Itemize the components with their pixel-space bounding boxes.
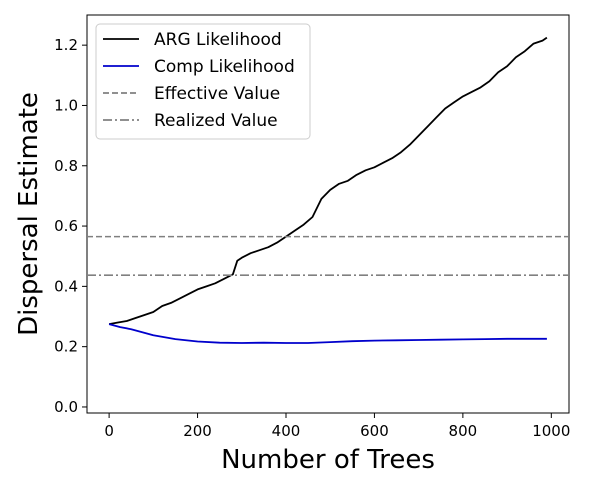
y-tick-label: 0.8 (54, 157, 78, 175)
y-tick-label: 0.4 (54, 277, 78, 295)
legend-label-comp-likelihood: Comp Likelihood (154, 57, 295, 77)
y-tick-label: 0.2 (54, 338, 78, 356)
legend-label-effective-value: Effective Value (154, 84, 280, 104)
plot-area-frame (86, 14, 570, 414)
x-tick-label: 200 (183, 422, 212, 440)
x-tick-label: 1000 (532, 422, 570, 440)
x-tick-label: 400 (272, 422, 301, 440)
x-tick-label: 800 (449, 422, 478, 440)
legend-label-realized-value: Realized Value (154, 111, 278, 131)
comp-likelihood-line (108, 323, 547, 344)
arg-likelihood-line (108, 36, 548, 325)
x-tick-label: 0 (104, 422, 114, 440)
series-layer (87, 36, 569, 344)
x-axis-ticks: 0 200 400 600 800 1000 (104, 413, 570, 440)
y-tick-label: 1.0 (54, 96, 78, 114)
x-axis-label: Number of Trees (221, 445, 435, 475)
x-tick-label: 600 (360, 422, 389, 440)
y-axis-ticks: 0.0 0.2 0.4 0.6 0.8 1.0 1.2 (54, 36, 87, 416)
y-tick-label: 1.2 (54, 36, 78, 54)
legend-box (95, 23, 311, 140)
legend: ARG Likelihood Comp Likelihood Effective V… (95, 23, 311, 140)
y-tick-label: 0.6 (54, 217, 78, 235)
legend-label-arg-likelihood: ARG Likelihood (154, 30, 282, 50)
y-tick-label: 0.0 (54, 398, 78, 416)
y-axis-label: Dispersal Estimate (14, 92, 44, 336)
